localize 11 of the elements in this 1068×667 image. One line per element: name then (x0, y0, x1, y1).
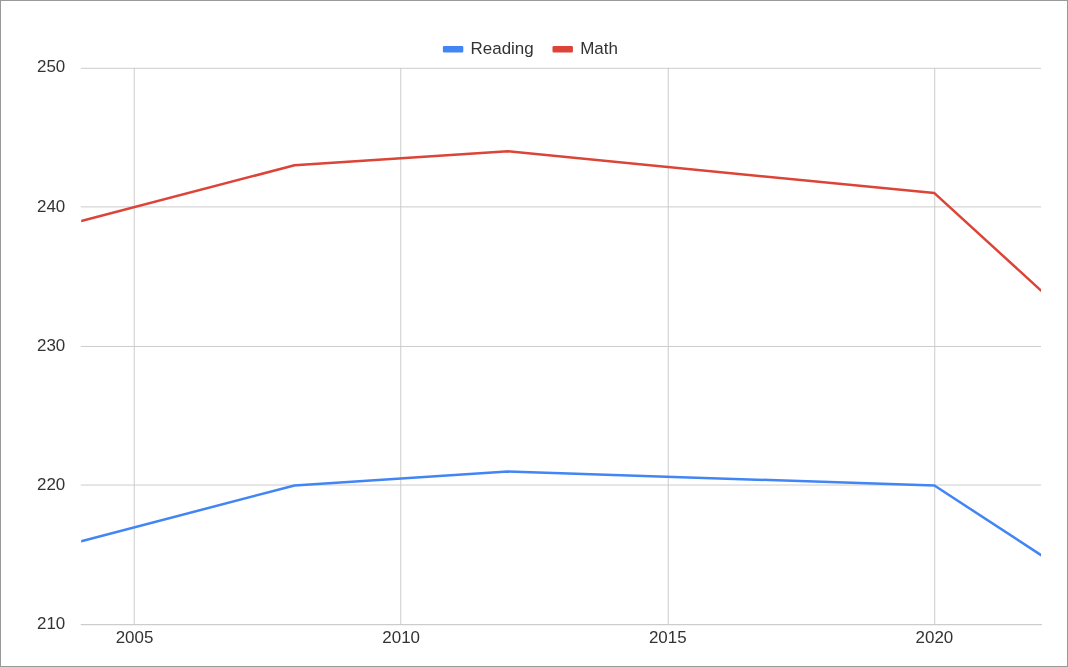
legend-label: Reading (470, 39, 534, 59)
y-tick-label: 230 (36, 335, 66, 355)
x-tick-label: 2005 (115, 627, 154, 647)
x-tick-label: 2020 (915, 627, 954, 647)
y-tick-label: 240 (36, 196, 66, 216)
y-tick-label: 220 (36, 475, 66, 495)
legend-label: Math (580, 39, 618, 59)
y-tick-label: 210 (36, 614, 66, 634)
x-tick-label: 2015 (648, 627, 687, 647)
x-tick-label: 2010 (382, 627, 421, 647)
y-tick-label: 250 (36, 57, 66, 77)
